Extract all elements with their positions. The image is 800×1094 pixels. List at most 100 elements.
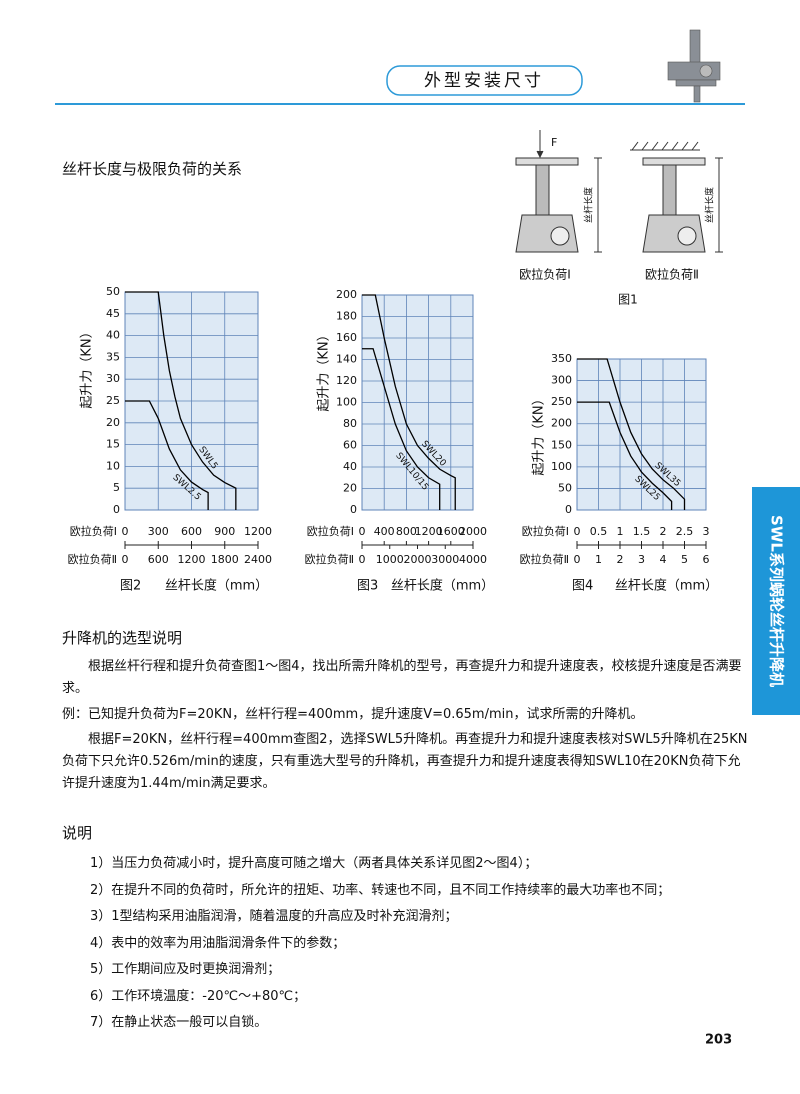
section-title: 升降机的选型说明 — [62, 629, 183, 647]
y-tick-label: 50 — [558, 481, 572, 494]
x-tick-label: 1200 — [415, 525, 443, 538]
plot-frame — [576, 358, 707, 511]
y-tick-label: 200 — [336, 288, 357, 301]
figure-caption: 图2 — [120, 579, 141, 594]
y-tick-label: 20 — [343, 482, 357, 495]
x2-tick-label: 2000 — [404, 553, 432, 566]
note-item: 3）1型结构采用油脂润滑，随着温度的升高应及时补充润滑剂； — [90, 909, 458, 924]
y-axis-label: 起升力（KN） — [317, 328, 332, 411]
figure-caption: 图4 — [572, 579, 593, 594]
x-tick-label: 1600 — [437, 525, 465, 538]
figure-caption: 图3 — [357, 579, 378, 594]
series-line — [577, 358, 686, 510]
x-tick-label: 3 — [703, 525, 710, 538]
x2-tick-label: 3 — [638, 553, 645, 566]
note-item: 5）工作期间应及时更换润滑剂； — [90, 962, 281, 977]
x2-tick-label: 2 — [617, 553, 624, 566]
x-tick-label: 0.5 — [590, 525, 608, 538]
header-title: 外型安装尺寸 — [424, 71, 544, 91]
x2-tick-label: 4 — [660, 553, 667, 566]
x2-tick-label: 0 — [359, 553, 366, 566]
y-tick-label: 0 — [113, 503, 120, 516]
length-label: 丝杆长度 — [583, 187, 595, 223]
title-box — [386, 65, 583, 96]
y-tick-label: 50 — [106, 285, 120, 298]
section-title: 说明 — [62, 824, 93, 842]
x-tick-label: 0 — [122, 525, 129, 538]
side-tab — [752, 487, 800, 715]
y-tick-label: 60 — [343, 439, 357, 452]
series-line — [125, 291, 237, 510]
y-tick-label: 25 — [106, 394, 120, 407]
figure1-label: 欧拉负荷Ⅱ — [645, 267, 699, 282]
x-tick-label: 800 — [396, 525, 417, 538]
x-tick-label: 1.5 — [633, 525, 651, 538]
x-axis-label: 丝杆长度（mm） — [165, 578, 268, 594]
y-tick-label: 80 — [343, 417, 357, 430]
x-axis-name: 欧拉负荷Ⅰ — [307, 524, 354, 538]
note-item: 2）在提升不同的负荷时，所允许的扭矩、功率、转速也不同，且不同工作持续率的最大功… — [90, 882, 671, 898]
y-tick-label: 10 — [106, 459, 120, 472]
x-axis-label: 丝杆长度（mm） — [615, 578, 718, 594]
y-tick-label: 15 — [106, 438, 120, 451]
y-tick-label: 300 — [551, 374, 572, 387]
figure1-caption: 图1 — [618, 293, 638, 307]
figure1-left — [515, 130, 602, 253]
x-tick-label: 0 — [359, 525, 366, 538]
x2-tick-label: 2400 — [244, 553, 272, 566]
series-line — [125, 400, 209, 510]
paragraph: 根据丝杆行程和提升负荷查图1～图4，找出所需升降机的型号，再查提升力和提升速度表… — [62, 659, 742, 696]
x2-tick-label: 600 — [148, 553, 169, 566]
x2-tick-label: 0 — [122, 553, 129, 566]
plot-frame — [361, 294, 474, 511]
series-line — [362, 348, 441, 510]
x2-axis-name: 欧拉负荷Ⅱ — [305, 552, 354, 566]
y-tick-label: 30 — [106, 372, 120, 385]
x2-axis-name: 欧拉负荷Ⅱ — [68, 552, 117, 566]
x-axis-name: 欧拉负荷Ⅰ — [70, 524, 117, 538]
note-item: 6）工作环境温度：-20℃～+80℃； — [90, 988, 307, 1004]
x2-tick-label: 1200 — [178, 553, 206, 566]
y-tick-label: 35 — [106, 350, 120, 363]
x-axis-name: 欧拉负荷Ⅰ — [522, 524, 569, 538]
x2-tick-label: 5 — [681, 553, 688, 566]
y-tick-label: 180 — [336, 310, 357, 323]
figure1-label: 欧拉负荷Ⅰ — [519, 267, 571, 282]
x-tick-label: 600 — [181, 525, 202, 538]
note-item: 1）当压力负荷减小时，提升高度可随之增大（两者具体关系详见图2～图4）； — [90, 856, 538, 871]
y-tick-label: 200 — [551, 417, 572, 430]
x-tick-label: 900 — [214, 525, 235, 538]
x2-tick-label: 1800 — [211, 553, 239, 566]
x2-tick-label: 1000 — [376, 553, 404, 566]
y-tick-label: 5 — [113, 481, 120, 494]
paragraph: 根据F=20KN，丝杆行程=400mm查图2，选择SWL5升降机。再查提升力和提… — [62, 732, 748, 791]
x-tick-label: 300 — [148, 525, 169, 538]
y-tick-label: 160 — [336, 331, 357, 344]
y-axis-label: 起升力（KN） — [80, 325, 95, 408]
x2-tick-label: 0 — [574, 553, 581, 566]
side-tab-text: SWL系列蜗轮丝杆升降机 — [768, 515, 786, 687]
x-tick-label: 2000 — [459, 525, 487, 538]
product-icon — [667, 29, 721, 103]
paragraph: 例：已知提升负荷为F=20KN，丝杆行程=400mm，提升速度V=0.65m/m… — [62, 707, 644, 722]
y-tick-label: 45 — [106, 307, 120, 320]
y-tick-label: 100 — [551, 460, 572, 473]
page-number: 203 — [705, 1033, 732, 1048]
x-tick-label: 2.5 — [676, 525, 694, 538]
y-tick-label: 20 — [106, 416, 120, 429]
note-item: 7）在静止状态一般可以自锁。 — [90, 1015, 268, 1030]
section-title: 丝杆长度与极限负荷的关系 — [62, 160, 243, 178]
series-line — [577, 401, 673, 510]
force-label: F — [551, 136, 557, 149]
y-tick-label: 0 — [350, 503, 357, 516]
x-tick-label: 1200 — [244, 525, 272, 538]
x2-axis-name: 欧拉负荷Ⅱ — [520, 552, 569, 566]
note-item: 4）表中的效率为用油脂润滑条件下的参数； — [90, 935, 346, 951]
y-tick-label: 40 — [106, 329, 120, 342]
figure1-right — [630, 141, 723, 253]
y-tick-label: 350 — [551, 352, 572, 365]
y-tick-label: 100 — [336, 396, 357, 409]
length-label: 丝杆长度 — [704, 187, 716, 223]
